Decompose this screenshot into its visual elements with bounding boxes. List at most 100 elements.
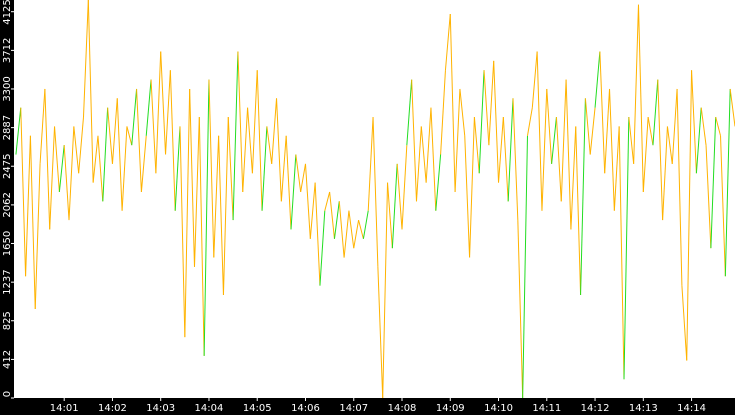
y-tick-label: 2062 [2, 192, 13, 217]
line-segment [309, 182, 316, 239]
line-segment [58, 145, 65, 193]
line-segment [314, 182, 321, 286]
y-tick-label: 825 [2, 311, 13, 330]
line-segment [174, 126, 181, 211]
line-segment [63, 145, 70, 221]
line-segment [358, 219, 364, 239]
x-tick-label: 14:09 [436, 403, 465, 414]
line-segment [237, 51, 244, 192]
line-segment [145, 79, 152, 136]
x-tick-label: 14:10 [484, 403, 513, 414]
line-segment [444, 14, 451, 71]
x-tick-label: 14:02 [98, 403, 127, 414]
line-segment [440, 70, 446, 155]
line-segment [160, 51, 167, 155]
line-segment [541, 88, 548, 211]
x-tick-label: 14:03 [146, 403, 175, 414]
line-segment [232, 51, 239, 221]
line-segment [662, 126, 668, 221]
line-segment [20, 107, 27, 277]
line-segment [49, 126, 56, 230]
line-segment [507, 98, 514, 202]
line-segment [184, 88, 191, 338]
x-axis-strip [0, 398, 735, 415]
line-segment [251, 70, 258, 174]
line-segment [555, 117, 562, 202]
y-tick-label: 412 [2, 350, 13, 369]
line-segment [715, 116, 722, 136]
y-tick-label: 2475 [2, 153, 13, 178]
line-segment [589, 107, 596, 155]
line-segment [517, 220, 524, 399]
line-segment [295, 154, 302, 193]
line-segment [377, 266, 384, 399]
line-segment [44, 88, 51, 230]
line-segment [406, 79, 413, 146]
line-segment [633, 4, 639, 164]
line-segment [691, 70, 697, 174]
line-segment [179, 126, 186, 338]
line-segment [671, 88, 678, 164]
x-tick-label: 14:13 [629, 403, 658, 414]
line-segment [343, 210, 350, 258]
line-segment [512, 98, 519, 221]
line-segment [111, 98, 118, 164]
line-segment [213, 135, 220, 258]
line-segment [642, 117, 649, 193]
line-segment [401, 145, 408, 230]
line-segment [165, 70, 171, 155]
line-segment [498, 117, 504, 183]
line-segment [387, 182, 393, 249]
line-segment [87, 0, 94, 183]
line-segment [546, 88, 553, 164]
line-segment [493, 60, 500, 183]
line-segment [280, 135, 287, 202]
line-segment [618, 126, 625, 380]
y-tick-label: 3300 [2, 76, 13, 101]
line-segment [536, 51, 543, 211]
line-segment [92, 135, 99, 183]
line-segment [73, 126, 80, 174]
line-segment [483, 70, 490, 146]
line-segment [276, 98, 282, 202]
line-segment [131, 88, 138, 146]
line-segment [580, 98, 586, 296]
line-segment [319, 210, 326, 286]
line-segment [218, 135, 224, 296]
line-segment [415, 126, 422, 202]
line-segment [459, 88, 466, 136]
line-segment [155, 51, 162, 174]
line-segment [324, 191, 331, 211]
line-segment [411, 79, 417, 202]
line-segment [652, 79, 659, 146]
line-segment [420, 126, 427, 183]
line-segment [720, 135, 726, 277]
line-segment [348, 210, 355, 249]
x-tick-label: 14:06 [291, 403, 320, 414]
line-segment [150, 79, 157, 174]
line-segment [78, 117, 84, 174]
y-tick-label: 1650 [2, 231, 13, 256]
y-tick-label: 0 [2, 391, 13, 397]
line-segment [338, 201, 345, 258]
line-segment [570, 126, 577, 230]
line-segment [425, 107, 432, 183]
line-segment [285, 135, 292, 230]
line-segment [522, 135, 528, 399]
line-segment [729, 88, 735, 127]
x-tick-label: 14:11 [532, 403, 561, 414]
line-segment [473, 117, 480, 174]
x-tick-label: 14:12 [581, 403, 610, 414]
line-segment [686, 70, 693, 361]
line-segment [140, 135, 147, 193]
line-segment [613, 126, 620, 211]
line-segment [628, 117, 635, 164]
line-segment [526, 107, 533, 136]
line-segment [478, 70, 485, 174]
x-tick-label: 14:01 [50, 403, 79, 414]
y-tick-label: 1237 [2, 269, 13, 294]
line-segment [222, 117, 229, 296]
line-segment [333, 201, 340, 239]
line-segment [121, 126, 128, 211]
line-segment [367, 117, 374, 211]
